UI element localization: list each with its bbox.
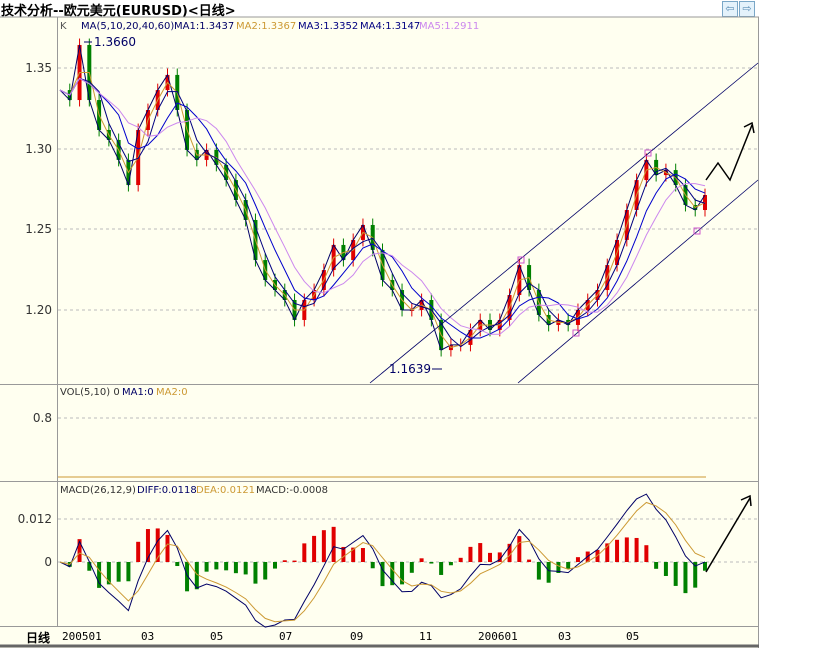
arrowhead-icon [743, 121, 755, 134]
x-tick: 09 [350, 630, 364, 643]
x-tick: 05 [626, 630, 640, 643]
ma1-value: MA1:1.3437 [174, 21, 235, 32]
macd-dea: DEA:0.0121 [196, 485, 256, 496]
vol-ma2: MA2:0 [156, 387, 188, 398]
ma3-line [59, 77, 706, 348]
ma4-value: MA4:1.3147 [360, 21, 421, 32]
forecast-arrow [705, 124, 753, 182]
main-panel-label: K [60, 21, 67, 32]
ma2-line [59, 72, 706, 349]
macd-y-tick: 0.012 [17, 512, 52, 526]
macd-forecast-arrow [705, 497, 751, 573]
pivot-marker [644, 149, 652, 157]
arrowhead-icon [740, 494, 752, 507]
ma4-line [59, 77, 706, 339]
x-tick: 200501 [62, 630, 102, 643]
y-tick: 1.35 [25, 61, 52, 75]
period-label: 日线 [26, 631, 51, 645]
ma2-value: MA2:1.3367 [236, 21, 297, 32]
vol-params: VOL(5,10) 0 [60, 387, 120, 398]
vol-ma1: MA1:0 [122, 387, 154, 398]
x-tick: 03 [558, 630, 572, 643]
pivot-marker [693, 227, 701, 235]
macd-dea-line [59, 501, 706, 623]
high-annotation: 1.3660 [94, 35, 136, 49]
macd-diff: DIFF:0.0118 [137, 485, 197, 496]
macd-value: MACD:-0.0008 [256, 485, 328, 496]
low-annotation: 1.1639 [389, 362, 431, 376]
nav-next-button[interactable]: ⇨ [739, 1, 755, 17]
x-tick: 200601 [478, 630, 518, 643]
x-tick: 05 [210, 630, 224, 643]
ma5-line [59, 77, 706, 335]
pivot-marker [517, 256, 525, 264]
ma-params: MA(5,10,20,40,60) [81, 21, 175, 32]
x-tick: 03 [141, 630, 155, 643]
window-title: 技术分析--欧元美元(EURUSD)<日线> [1, 4, 236, 19]
ma5-value: MA5:1.2911 [419, 21, 480, 32]
y-tick: 1.20 [25, 303, 52, 317]
pivot-marker [572, 329, 580, 337]
ma1-line [59, 44, 706, 351]
y-tick: 1.25 [25, 222, 52, 236]
chart-background [0, 17, 759, 648]
channel-upper-line [369, 62, 759, 384]
vol-y-tick: 0.8 [32, 411, 52, 425]
macd-y-tick: 0 [44, 555, 52, 569]
x-tick: 11 [419, 630, 433, 643]
y-tick: 1.30 [25, 142, 52, 156]
channel-lower-line [517, 179, 759, 384]
macd-params: MACD(26,12,9) [60, 485, 136, 496]
macd-diff-line [59, 493, 706, 628]
ma3-value: MA3:1.3352 [298, 21, 359, 32]
x-tick: 07 [279, 630, 293, 643]
